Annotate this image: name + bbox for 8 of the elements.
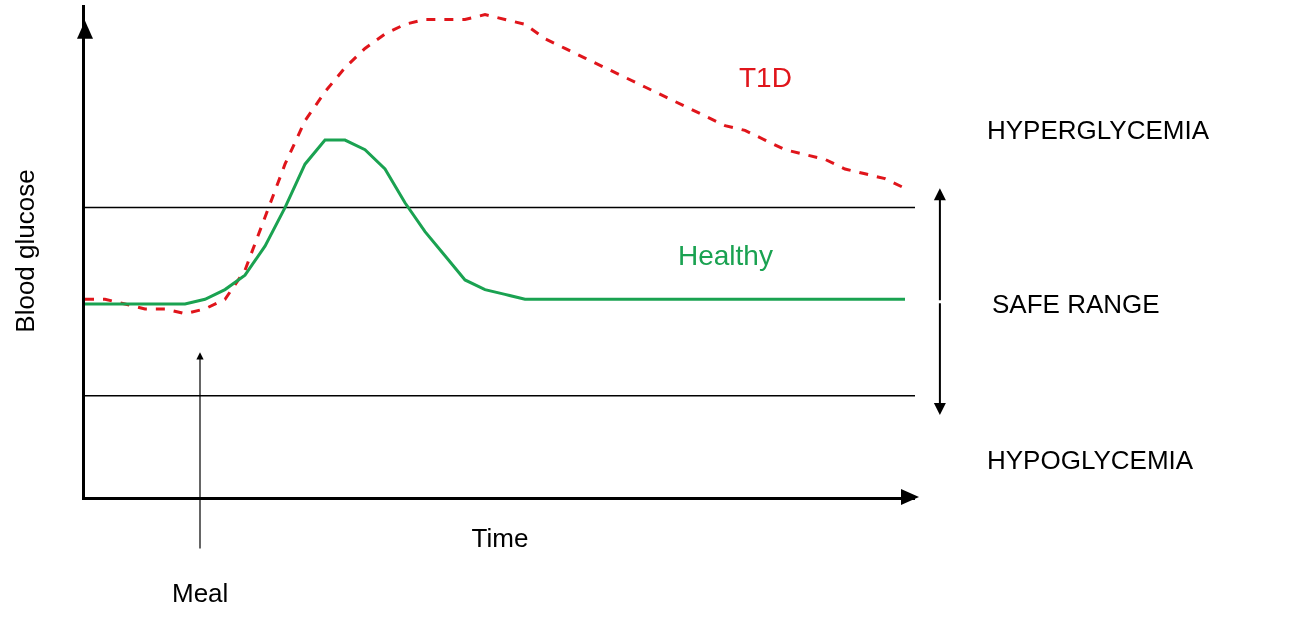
series-label: Healthy <box>678 240 773 271</box>
series-label: T1D <box>739 62 792 93</box>
text: Meal <box>172 578 229 608</box>
y-axis-title: Blood glucose <box>10 169 41 333</box>
x-axis-title: Time <box>471 522 529 553</box>
text: HYPERGLYCEMIA <box>987 115 1210 145</box>
text: SAFE RANGE <box>992 289 1160 319</box>
text: HYPOGLYCEMIA <box>987 445 1194 475</box>
